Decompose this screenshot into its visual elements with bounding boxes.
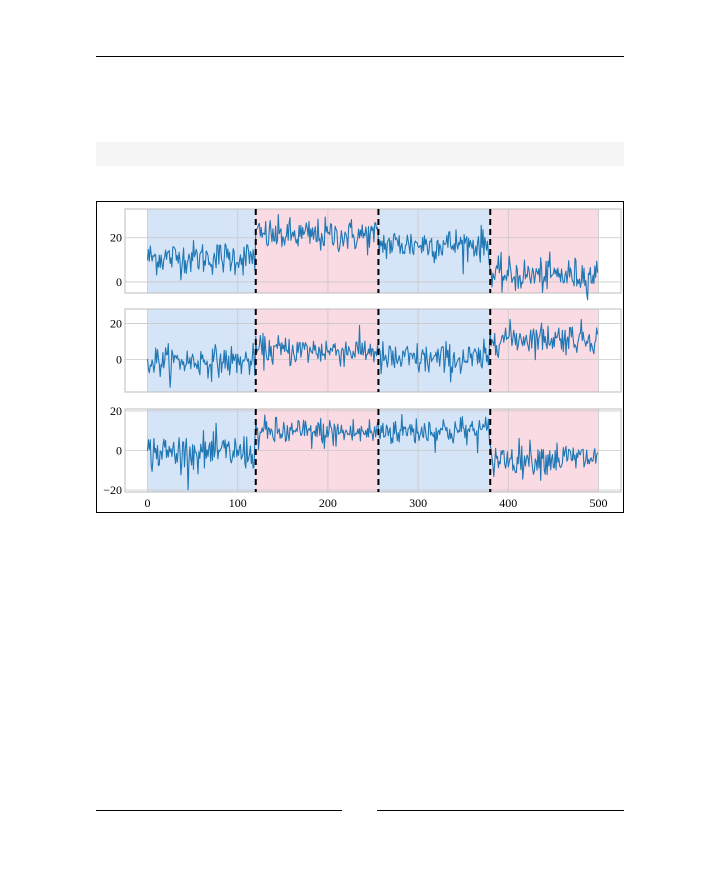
region-1 bbox=[147, 309, 256, 392]
panel-axes-border bbox=[124, 308, 622, 393]
header-rule bbox=[96, 56, 624, 57]
x-tick-label: 500 bbox=[589, 496, 607, 510]
series-line bbox=[146, 213, 599, 301]
y-tick-label: 20 bbox=[110, 316, 122, 330]
panel-3: −20 0 20 bbox=[103, 404, 622, 497]
series-line bbox=[146, 318, 599, 388]
footer-rule-left bbox=[96, 810, 342, 811]
y-tick-label: 20 bbox=[110, 231, 122, 245]
x-tick-label: 100 bbox=[229, 496, 247, 510]
x-tick-label: 0 bbox=[145, 496, 151, 510]
panel-axes-border bbox=[124, 208, 622, 294]
x-tick-label: 300 bbox=[409, 496, 427, 510]
y-tick-label: 20 bbox=[110, 404, 122, 418]
region-3 bbox=[378, 309, 491, 392]
x-tick-label: 200 bbox=[319, 496, 337, 510]
x-tick-label: 400 bbox=[499, 496, 517, 510]
series-line bbox=[146, 414, 599, 491]
y-tick-label: 0 bbox=[116, 275, 122, 289]
y-tick-label: 0 bbox=[116, 353, 122, 367]
region-2 bbox=[255, 209, 379, 293]
panel-2: 0 20 bbox=[110, 308, 622, 393]
panel-1: 0 20 bbox=[110, 208, 622, 301]
figure-frame: 0 20 0 20 −20 0 20 0 100 200 300 400 500 bbox=[96, 201, 624, 513]
y-tick-label: −20 bbox=[103, 483, 122, 497]
panel-axes-border bbox=[124, 408, 622, 493]
y-tick-label: 0 bbox=[116, 444, 122, 458]
region-4 bbox=[490, 309, 599, 392]
region-3 bbox=[378, 209, 491, 293]
code-shade-band bbox=[96, 142, 624, 166]
footer-rule-right bbox=[377, 810, 624, 811]
